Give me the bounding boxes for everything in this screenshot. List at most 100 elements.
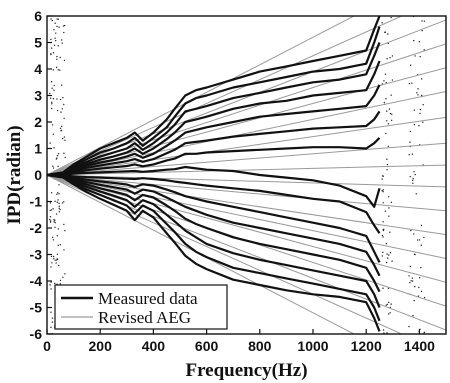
noise-point-218 <box>385 132 387 135</box>
noise-point-172 <box>381 234 384 237</box>
noise-point-86 <box>56 109 59 112</box>
noise-point-0 <box>56 154 59 157</box>
noise-point-135 <box>61 108 63 110</box>
noise-point-42 <box>52 208 54 210</box>
noise-point-71 <box>54 37 56 39</box>
noise-point-24 <box>58 205 60 207</box>
measured-curve-14 <box>47 173 381 332</box>
noise-point-46 <box>58 193 60 195</box>
noise-point-256 <box>413 109 415 111</box>
noise-point-226 <box>388 207 390 209</box>
noise-point-231 <box>408 275 410 277</box>
noise-point-150 <box>63 223 65 226</box>
noise-point-62 <box>49 220 52 222</box>
noise-point-248 <box>418 239 421 241</box>
noise-point-134 <box>63 136 66 138</box>
noise-point-19 <box>51 87 53 89</box>
y-axis-title: IPD(radian) <box>4 125 25 224</box>
noise-point-83 <box>63 117 65 120</box>
revised-aeg-line-10 <box>47 174 446 212</box>
noise-point-188 <box>384 73 387 75</box>
noise-point-132 <box>53 221 55 223</box>
noise-point-104 <box>51 124 54 126</box>
revised-aeg-line-6 <box>47 116 446 176</box>
noise-point-30 <box>64 229 66 232</box>
noise-point-22 <box>52 52 55 54</box>
noise-point-287 <box>422 104 424 106</box>
noise-point-174 <box>388 215 390 217</box>
noise-point-169 <box>390 16 392 19</box>
noise-point-289 <box>419 108 422 111</box>
noise-point-10 <box>51 317 54 319</box>
noise-point-92 <box>59 208 61 211</box>
noise-point-223 <box>388 254 390 256</box>
noise-point-38 <box>63 59 66 62</box>
noise-point-51 <box>63 249 65 251</box>
noise-point-173 <box>388 313 390 315</box>
noise-point-276 <box>421 29 423 32</box>
noise-point-294 <box>420 244 423 246</box>
revised-aeg-line-1 <box>47 16 403 176</box>
noise-point-192 <box>386 253 388 255</box>
noise-point-278 <box>418 286 420 289</box>
legend: Measured data Revised AEG <box>54 284 228 330</box>
y-tick-label--1: -1 <box>30 194 43 210</box>
noise-point-120 <box>50 101 53 104</box>
noise-point-142 <box>62 96 64 99</box>
noise-point-5 <box>53 84 55 87</box>
noise-point-37 <box>62 25 65 27</box>
noise-point-285 <box>413 124 416 126</box>
noise-point-265 <box>414 286 416 288</box>
noise-point-33 <box>56 193 58 195</box>
noise-point-161 <box>386 303 389 306</box>
noise-point-116 <box>56 157 58 159</box>
noise-point-282 <box>418 125 420 127</box>
noise-point-76 <box>51 236 54 239</box>
noise-point-203 <box>381 190 383 192</box>
noise-point-4 <box>58 202 60 205</box>
noise-point-122 <box>57 244 59 246</box>
noise-point-284 <box>419 55 421 58</box>
noise-point-222 <box>381 22 383 24</box>
noise-point-254 <box>421 20 423 22</box>
noise-point-293 <box>412 314 414 317</box>
noise-point-17 <box>56 259 58 261</box>
noise-point-100 <box>52 165 54 167</box>
noise-point-297 <box>420 290 423 293</box>
measured-curve-12 <box>47 173 381 308</box>
noise-point-202 <box>385 243 388 245</box>
noise-point-239 <box>419 112 421 115</box>
noise-point-84 <box>56 25 58 28</box>
noise-point-69 <box>49 92 51 95</box>
noise-point-217 <box>387 145 389 147</box>
noise-point-221 <box>386 257 389 259</box>
noise-point-162 <box>381 178 383 180</box>
noise-point-247 <box>411 277 414 279</box>
noise-point-144 <box>58 211 61 213</box>
noise-point-170 <box>390 94 392 96</box>
noise-point-25 <box>61 125 63 128</box>
noise-point-267 <box>411 280 414 282</box>
noise-point-191 <box>385 97 387 100</box>
legend-label-measured-data: Measured data <box>98 289 198 308</box>
noise-point-139 <box>54 226 56 228</box>
noise-point-158 <box>52 167 55 169</box>
noise-point-160 <box>387 123 390 125</box>
noise-point-219 <box>382 191 384 193</box>
noise-point-109 <box>54 200 56 203</box>
revised-aeg-line-8 <box>47 164 446 176</box>
noise-point-299 <box>420 78 423 80</box>
noise-point-206 <box>386 158 388 160</box>
noise-point-258 <box>417 239 419 241</box>
measured-curve-7 <box>47 165 381 208</box>
noise-point-176 <box>387 287 390 290</box>
noise-point-99 <box>59 279 62 282</box>
noise-point-246 <box>423 49 425 51</box>
y-tick-label-4: 4 <box>34 61 42 77</box>
noise-point-154 <box>61 137 64 140</box>
revised-aeg-line-5 <box>47 91 446 176</box>
x-tick-label-1000: 1000 <box>297 338 328 354</box>
measured-curve-8 <box>47 173 381 234</box>
y-tick-label--4: -4 <box>30 273 43 289</box>
noise-point-147 <box>60 39 63 41</box>
